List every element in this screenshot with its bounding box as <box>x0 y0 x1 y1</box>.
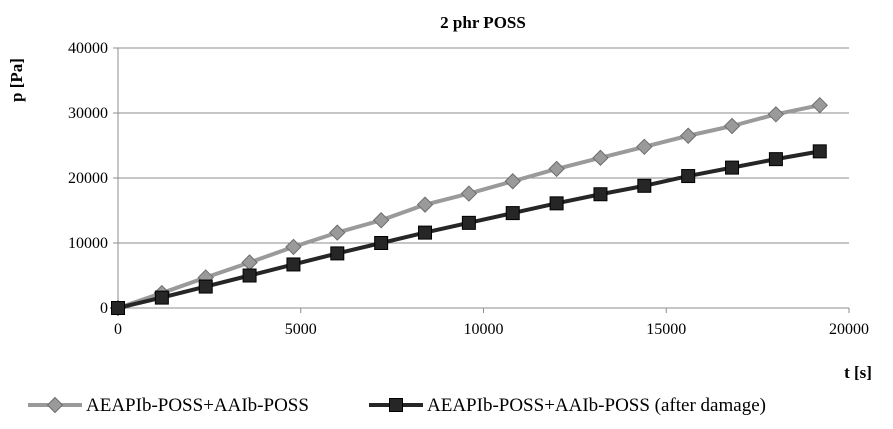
tick-label-y: 20000 <box>68 170 108 187</box>
data-point <box>679 127 697 144</box>
data-point <box>286 257 301 272</box>
grid <box>118 47 849 244</box>
data-point <box>330 246 345 261</box>
x-axis-label: t [s] <box>844 363 872 382</box>
legend-label: AEAPIb-POSS+AAIb-POSS <box>86 395 309 416</box>
data-point <box>374 236 389 250</box>
series-2 <box>111 144 827 315</box>
y-axis-label: p [Pa] <box>7 58 26 102</box>
tick-label-x: 15000 <box>646 321 686 338</box>
data-point <box>372 212 390 229</box>
series-line <box>117 103 821 310</box>
data-point <box>241 254 258 271</box>
data-point <box>725 160 740 175</box>
tick-label-x: 5000 <box>285 321 317 338</box>
legend-marker <box>389 398 403 412</box>
data-point <box>637 178 652 193</box>
data-point <box>111 301 125 315</box>
data-point <box>549 196 564 211</box>
tick-label-x: 0 <box>114 321 122 338</box>
tick-label-x: 10000 <box>464 321 504 338</box>
legend-marker <box>46 396 64 414</box>
tick-label-y: 10000 <box>68 235 108 252</box>
axes: 0 10000 20000 30000 40000 0 5000 10000 15000 2000… <box>68 40 869 338</box>
tick-label-y: 40000 <box>68 40 108 57</box>
data-point <box>548 160 565 178</box>
data-point <box>767 106 785 123</box>
data-point <box>681 169 696 184</box>
data-point <box>154 290 169 305</box>
data-point <box>416 196 434 213</box>
data-point <box>592 149 609 167</box>
data-point <box>461 215 476 230</box>
legend-label: AEAPIb-POSS+AAIb-POSS (after damage) <box>427 395 766 416</box>
tick-label-y: 30000 <box>68 105 108 122</box>
data-point <box>418 225 433 240</box>
data-point <box>811 96 828 114</box>
legend-item-2: AEAPIb-POSS+AAIb-POSS (after damage) <box>369 395 766 416</box>
tick-label-x: 20000 <box>829 321 869 338</box>
data-point <box>504 173 521 190</box>
data-point <box>636 138 653 156</box>
data-point <box>329 224 346 241</box>
legend: AEAPIb-POSS+AAIb-POSS AEAPIb-POSS+AAIb-PO… <box>28 395 766 416</box>
data-point <box>198 279 213 294</box>
data-point <box>285 238 302 256</box>
legend-item-1: AEAPIb-POSS+AAIb-POSS <box>28 395 309 416</box>
data-point <box>812 144 827 159</box>
data-point <box>593 187 608 202</box>
data-point <box>723 117 741 135</box>
data-point <box>242 268 257 283</box>
data-point <box>505 206 520 221</box>
data-point <box>768 152 783 167</box>
tick-label-y: 0 <box>100 300 108 317</box>
series-layer <box>109 96 828 317</box>
chart-title: 2 phr POSS <box>440 13 526 32</box>
data-point <box>460 185 478 202</box>
